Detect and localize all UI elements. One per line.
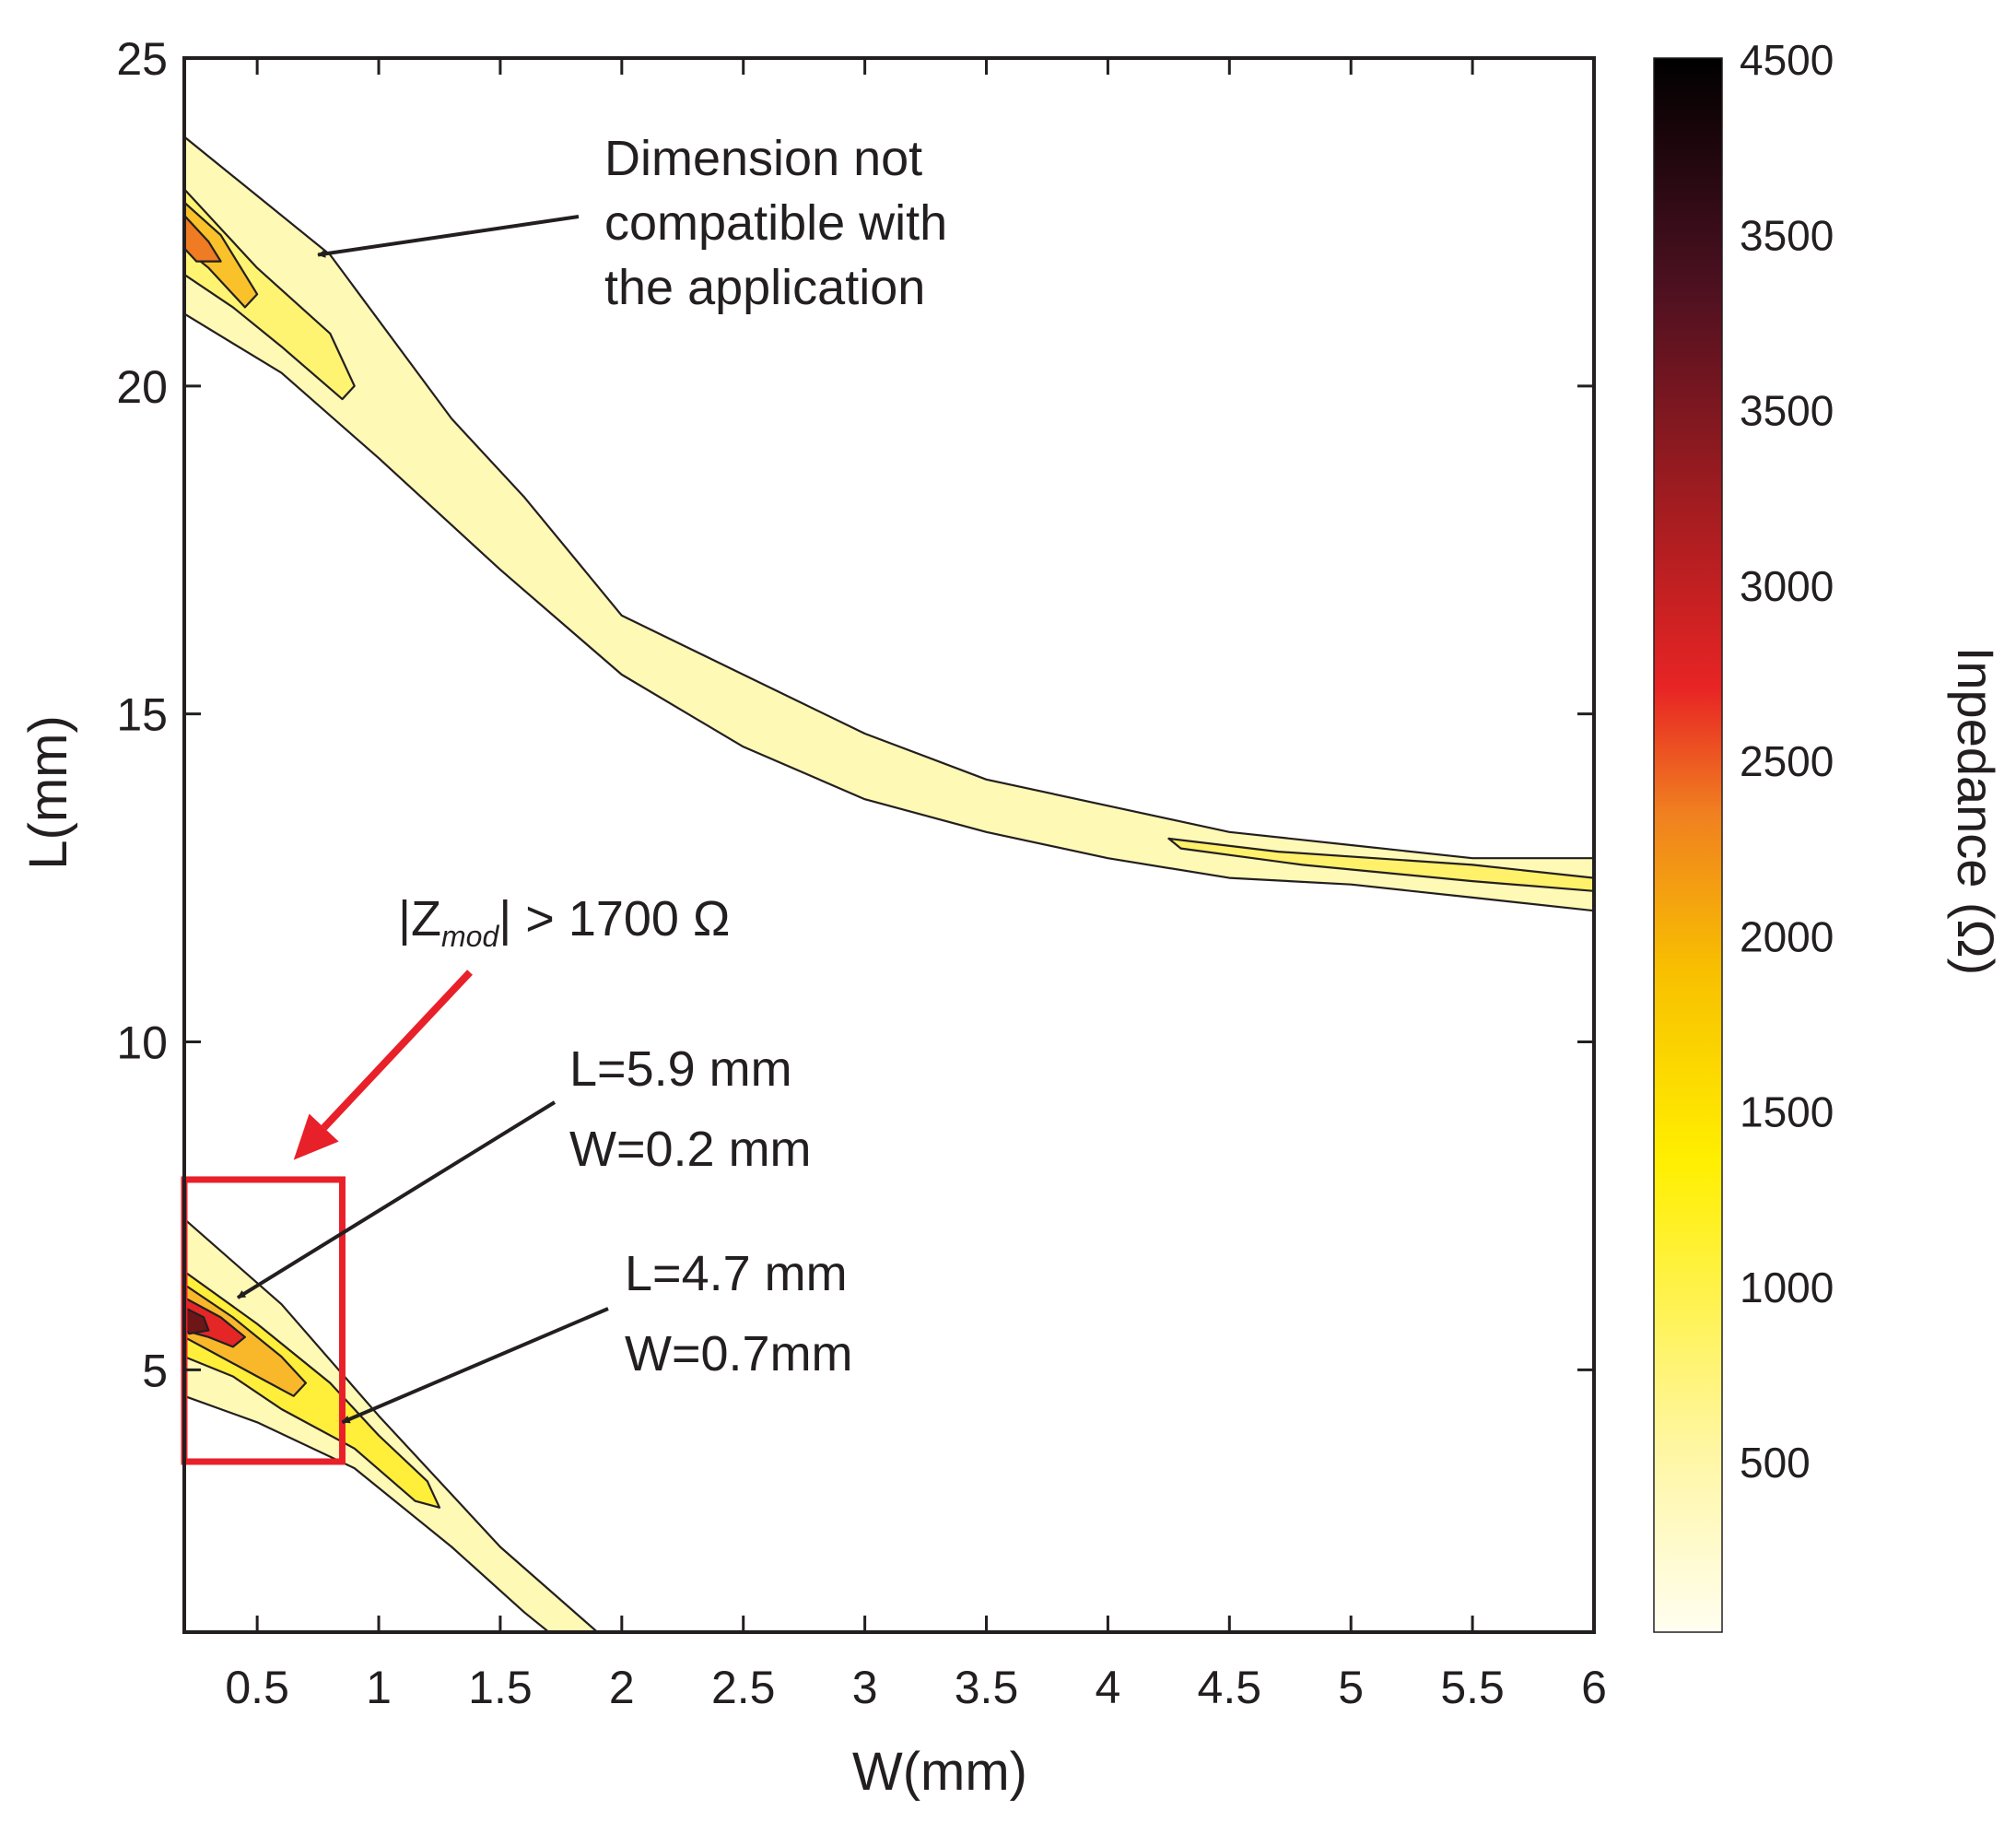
x-tick-label: 4.5 bbox=[1198, 1662, 1262, 1713]
zmod-main: |Z bbox=[398, 891, 441, 946]
y-axis-title: L(mm) bbox=[18, 715, 78, 870]
colorbar-tick-label: 3500 bbox=[1740, 387, 1834, 435]
x-tick-label: 6 bbox=[1581, 1662, 1607, 1713]
contour-figure: 0.5 1 1.5 2 2.5 3 3.5 4 4.5 5 5.5 6 5 10 15 20 25 W(mm)… bbox=[0, 0, 2016, 1822]
colorbar-tick-label: 2000 bbox=[1740, 912, 1834, 960]
colorbar-tick-label: 2500 bbox=[1740, 737, 1834, 785]
zmod-tail: | > 1700 Ω bbox=[498, 891, 730, 946]
colorbar-tick-label: 3500 bbox=[1740, 211, 1834, 259]
colorbar-tick-label: 4500 bbox=[1740, 36, 1834, 84]
annotation-line: W=0.7mm bbox=[625, 1326, 853, 1381]
x-tick-label: 0.5 bbox=[225, 1662, 289, 1713]
x-tick-label: 1.5 bbox=[468, 1662, 533, 1713]
x-tick-label: 5.5 bbox=[1440, 1662, 1505, 1713]
x-tick-label: 3.5 bbox=[955, 1662, 1019, 1713]
colorbar-tick-label: 500 bbox=[1740, 1439, 1811, 1487]
annotation-line: compatible with bbox=[604, 195, 947, 251]
colorbar bbox=[1654, 58, 1722, 1632]
y-tick-label: 25 bbox=[116, 33, 168, 85]
colorbar-ticks: 4500 3500 3500 3000 2500 2000 1500 1000 500 bbox=[1740, 36, 1834, 1487]
y-tick-label: 10 bbox=[116, 1017, 168, 1069]
annotation-line: the application bbox=[604, 260, 925, 315]
x-axis-title: W(mm) bbox=[852, 1742, 1027, 1802]
y-tick-label: 5 bbox=[142, 1345, 168, 1396]
x-tick-label: 2 bbox=[609, 1662, 635, 1713]
x-tick-label: 5 bbox=[1338, 1662, 1364, 1713]
y-tick-label: 15 bbox=[116, 689, 168, 741]
annotation-line: L=4.7 mm bbox=[625, 1246, 848, 1301]
x-tick-label: 2.5 bbox=[711, 1662, 776, 1713]
zmod-subscript: mod bbox=[441, 920, 499, 953]
x-tick-label: 4 bbox=[1096, 1662, 1121, 1713]
colorbar-title: Inpedance (Ω) bbox=[1947, 647, 2005, 975]
colorbar-tick-label: 1500 bbox=[1740, 1088, 1834, 1136]
colorbar-tick-label: 3000 bbox=[1740, 562, 1834, 610]
x-tick-label: 3 bbox=[852, 1662, 878, 1713]
colorbar-tick-label: 1000 bbox=[1740, 1264, 1834, 1311]
x-tick-label: 1 bbox=[366, 1662, 392, 1713]
annotation-line: Dimension not bbox=[604, 131, 922, 186]
annotation-line: L=5.9 mm bbox=[569, 1041, 792, 1097]
y-tick-label: 20 bbox=[116, 361, 168, 413]
annotation-line: W=0.2 mm bbox=[569, 1122, 812, 1177]
